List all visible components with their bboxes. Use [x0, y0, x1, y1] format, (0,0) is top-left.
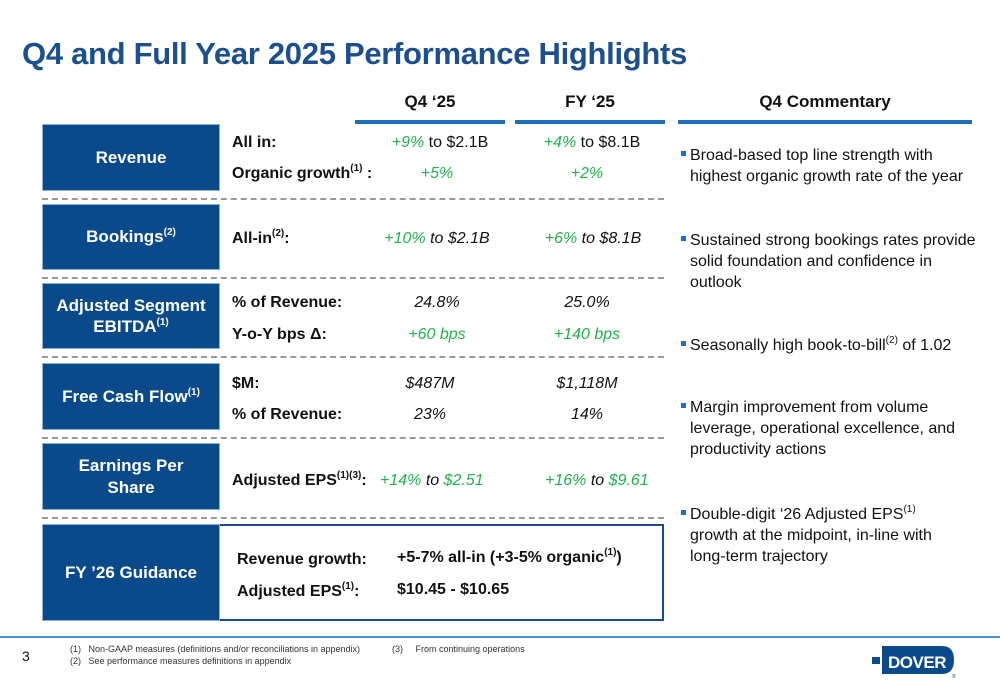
guidance-adjusted-eps: $10.45 - $10.65 [397, 581, 510, 598]
q4-fcf-pct: 23% [413, 406, 447, 423]
metric-label: % of Revenue: [232, 294, 343, 311]
q4-adjusted-eps: +14% to $2.51 [380, 472, 484, 489]
column-header-fy: FY ‘25 [565, 92, 615, 111]
fy-fcf-pct: 14% [570, 406, 604, 423]
footnote-1: (1) Non-GAAP measures (definitions and/o… [70, 644, 360, 654]
metric-label: Revenue growth: [237, 551, 367, 568]
fy-organic-growth: +2% [570, 165, 604, 182]
metric-label: Adjusted EPS(1)(3): [232, 470, 367, 490]
footer-divider [0, 636, 1000, 638]
row-label-earnings-per-share: Earnings Per Share [42, 443, 220, 510]
bullet-icon [681, 341, 686, 346]
column-header-q4: Q4 ‘25 [404, 92, 456, 111]
q4-ebitda-bps: +60 bps [408, 326, 466, 343]
fy-fcf: $1,118M [556, 375, 618, 392]
metric-label: Y-o-Y bps Δ: [232, 326, 327, 343]
row-label-bookings: Bookings(2) [42, 204, 220, 270]
fy-bookings: +6% to $8.1B [544, 230, 642, 247]
label: Revenue [95, 147, 167, 167]
commentary-bullet: Sustained strong bookings rates provide … [681, 231, 980, 293]
header-underline [678, 120, 972, 124]
q4-bookings: +10% to $2.1B [384, 230, 490, 247]
q4-revenue-all-in: +9% to $2.1B [391, 134, 489, 151]
header-underline [515, 120, 665, 124]
divider [42, 356, 664, 358]
guidance-revenue-growth: +5-7% all-in (+3-5% organic(1)) [397, 547, 622, 567]
row-label-adjusted-segment-ebitda: Adjusted Segment EBITDA(1) [42, 283, 220, 349]
bullet-icon [681, 151, 686, 156]
svg-text:®: ® [952, 673, 956, 678]
metric-label: All in: [232, 134, 277, 151]
q4-ebitda-margin: 24.8% [414, 294, 460, 311]
fy-adjusted-eps: +16% to $9.61 [545, 472, 649, 489]
divider [42, 437, 664, 439]
fy-ebitda-margin: 25.0% [564, 294, 610, 311]
commentary-bullet: Margin improvement from volume leverage,… [681, 398, 980, 460]
bullet-icon [681, 510, 686, 515]
divider [42, 198, 664, 200]
metric-label: % of Revenue: [232, 406, 343, 423]
row-label-free-cash-flow: Free Cash Flow(1) [42, 363, 220, 430]
row-label-fy26-guidance: FY ’26 Guidance [42, 524, 220, 621]
header-underline [355, 120, 505, 124]
dover-logo: DOVER ® [872, 646, 956, 678]
fy-ebitda-bps: +140 bps [553, 326, 621, 343]
page-number: 3 [22, 648, 30, 664]
divider [42, 277, 664, 279]
q4-organic-growth: +5% [420, 165, 454, 182]
bullet-icon [681, 236, 686, 241]
guidance-panel [220, 524, 664, 621]
metric-label: $M: [232, 375, 260, 392]
metric-label: All-in(2): [232, 228, 290, 248]
footnote-3: (3) From continuing operations [392, 644, 525, 654]
bullet-icon [681, 403, 686, 408]
commentary-bullet: Seasonally high book-to-bill(2) of 1.02 [681, 336, 990, 357]
fy-revenue-all-in: +4% to $8.1B [543, 134, 641, 151]
q4-fcf: $487M [405, 375, 455, 392]
row-label-revenue: Revenue [42, 124, 220, 191]
page-title: Q4 and Full Year 2025 Performance Highli… [22, 36, 688, 71]
commentary-bullet: Broad-based top line strength with highe… [681, 146, 980, 188]
metric-label: Organic growth(1) : [232, 163, 373, 183]
commentary-bullet: Double-digit ‘26 Adjusted EPS(1) growth … [681, 505, 960, 567]
divider [42, 517, 664, 519]
svg-text:DOVER: DOVER [888, 653, 946, 672]
footnote-2: (2) See performance measures definitions… [70, 656, 292, 666]
column-header-commentary: Q4 Commentary [759, 92, 891, 111]
metric-label: Adjusted EPS(1): [237, 581, 360, 601]
